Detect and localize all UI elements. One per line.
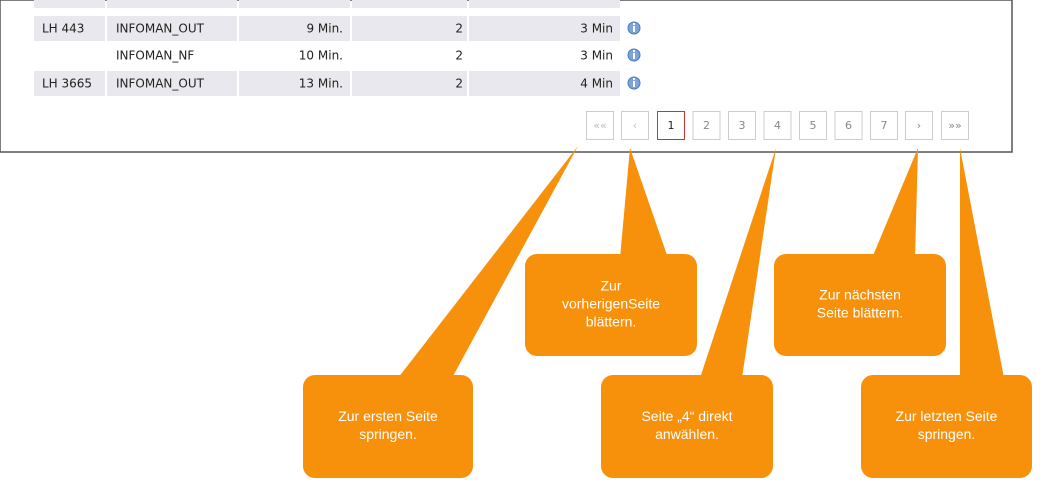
table-cell	[34, 43, 105, 68]
cell-text: 3 Min	[580, 22, 613, 36]
cell-text: 10 Min.	[299, 49, 343, 63]
info-glyph	[633, 26, 635, 32]
info-glyph	[633, 53, 635, 59]
table-cell	[469, 71, 620, 96]
cell-text: 4 Min	[580, 77, 613, 91]
callout-text: springen.	[918, 426, 976, 442]
info-icon[interactable]	[627, 76, 641, 90]
cell-text: 2	[455, 22, 463, 36]
info-dot	[633, 50, 635, 52]
cell-text: 9 Min.	[306, 22, 343, 36]
next-page-button-box	[905, 111, 933, 140]
info-icon[interactable]	[627, 48, 641, 62]
callout-text: springen.	[359, 426, 417, 442]
table-cell	[352, 71, 467, 96]
cell-text: 2	[455, 77, 463, 91]
cell-text: 13 Min.	[299, 77, 343, 91]
page-button[interactable]: 1	[657, 111, 685, 140]
callout-text: Zur nächsten	[819, 287, 901, 303]
callout: Zur ersten Seite springen.	[303, 146, 578, 478]
callout: Zur letzten Seite springen.	[861, 148, 1032, 478]
callout-pointer	[700, 148, 776, 378]
last-page-button-label: »»	[948, 119, 961, 132]
callout-text: Zur letzten Seite	[896, 408, 998, 424]
prev-page-button-label: ‹	[633, 119, 637, 132]
first-page-button[interactable]: ««	[586, 111, 614, 140]
callout-text: vorherigenSeite	[562, 296, 660, 312]
table-cell	[469, 43, 620, 68]
table-cell	[34, 16, 105, 41]
page-button-box	[692, 111, 721, 140]
info-glyph	[633, 81, 635, 87]
cell-text: 3 Min	[580, 49, 613, 63]
info-dot	[633, 23, 635, 25]
callout-text: Seite „4“ direkt	[641, 408, 732, 424]
table-cell	[107, 43, 237, 68]
table-cell	[239, 16, 350, 41]
next-page-button-label: ›	[917, 119, 921, 132]
page-button-box	[834, 111, 863, 140]
page-button[interactable]: 6	[834, 111, 863, 140]
callout: Zur vorherigenSeite blättern.	[525, 148, 697, 356]
callout-box	[774, 254, 946, 356]
callout-box	[525, 254, 697, 356]
page-button[interactable]: 7	[870, 111, 898, 140]
page-button[interactable]: 5	[799, 111, 827, 140]
page-button-box	[799, 111, 827, 140]
page-button-box	[870, 111, 898, 140]
info-dot	[633, 78, 635, 80]
cell-text: 2	[455, 49, 463, 63]
callout-text: Zur ersten Seite	[338, 408, 438, 424]
callout-box	[601, 375, 773, 478]
cell-text: INFOMAN_OUT	[116, 77, 205, 91]
callout-pointer	[398, 146, 578, 378]
callout-text: anwählen.	[655, 426, 719, 442]
cell-text: LH 443	[42, 22, 84, 36]
info-icon[interactable]	[627, 21, 641, 35]
cell-text: INFOMAN_OUT	[116, 22, 205, 36]
prev-page-button-box	[621, 111, 649, 140]
table-cell	[107, 16, 237, 41]
callout-pointer	[960, 148, 1004, 378]
page-button-label: 3	[739, 119, 746, 132]
first-page-button-label: ««	[593, 119, 606, 132]
page-button[interactable]: 4	[763, 111, 792, 140]
table-cell	[352, 16, 467, 41]
page-button-box	[763, 111, 792, 140]
page-button-label: 5	[810, 119, 817, 132]
page-button-box	[728, 111, 756, 140]
callout-text: Seite blättern.	[817, 305, 903, 321]
callout-box	[303, 375, 473, 478]
table-cell	[239, 71, 350, 96]
callout: Zur nächsten Seite blättern.	[774, 148, 946, 356]
page-button-label: 7	[881, 119, 888, 132]
page-button-label: 2	[703, 119, 710, 132]
callout-pointer	[620, 148, 668, 258]
last-page-button-box	[941, 111, 969, 140]
callout: Seite „4“ direkt anwählen.	[601, 148, 776, 478]
table-cell	[352, 43, 467, 68]
table-cell	[34, 71, 105, 96]
page-button-label: 6	[845, 119, 852, 132]
page-button[interactable]: 2	[692, 111, 721, 140]
table-cell	[107, 71, 237, 96]
table-cell	[239, 43, 350, 68]
prev-page-button[interactable]: ‹	[621, 111, 649, 140]
callout-text: blättern.	[586, 314, 637, 330]
callout-pointer	[872, 148, 918, 258]
partial-row	[34, 0, 620, 8]
cell-text: INFOMAN_NF	[116, 49, 194, 63]
cell-text: LH 3665	[42, 77, 92, 91]
next-page-button[interactable]: ›	[905, 111, 933, 140]
table-cell	[469, 16, 620, 41]
callout-box	[861, 375, 1032, 478]
page-button-box	[657, 111, 685, 140]
last-page-button[interactable]: »»	[941, 111, 969, 140]
page-button[interactable]: 3	[728, 111, 756, 140]
callout-text: Zur	[601, 278, 622, 294]
page-button-label: 4	[774, 119, 781, 132]
first-page-button-box	[586, 111, 614, 140]
page-button-label: 1	[668, 119, 675, 132]
